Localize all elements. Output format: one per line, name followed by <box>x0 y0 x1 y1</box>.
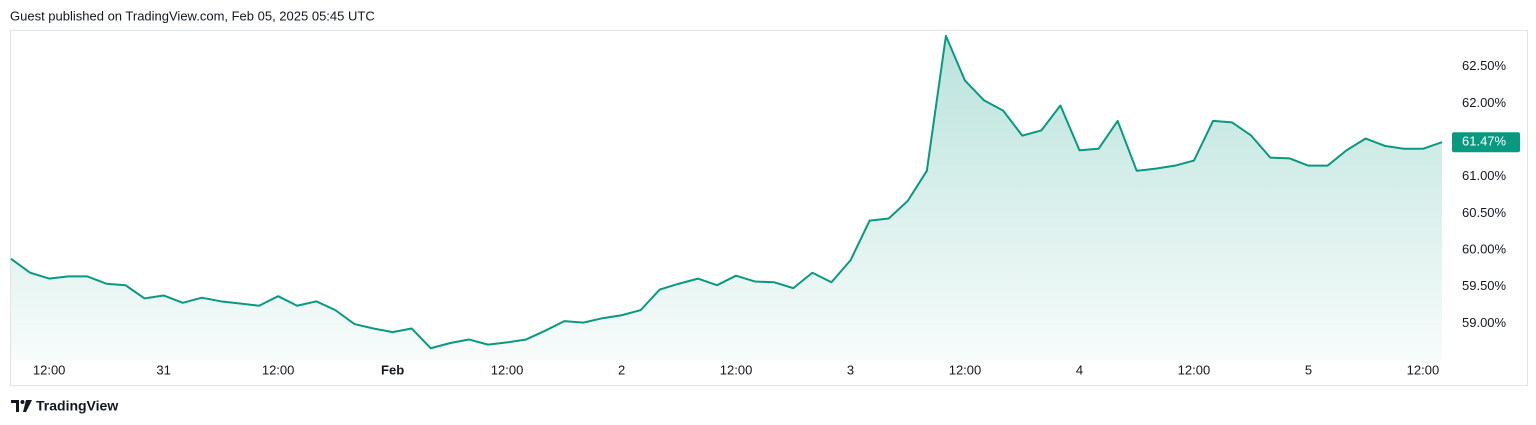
x-tick-label: Feb <box>381 362 404 377</box>
x-tick-label: 12:00 <box>720 362 753 377</box>
x-tick-label: 31 <box>156 362 170 377</box>
last-price-label: 61.47% <box>1462 134 1507 149</box>
y-tick-label: 62.00% <box>1462 95 1507 110</box>
x-tick-label: 3 <box>847 362 854 377</box>
area-fill <box>11 35 1442 361</box>
plot-frame <box>10 30 1528 386</box>
price-line <box>10 34 1443 350</box>
x-tick-label: 12:00 <box>949 362 982 377</box>
x-tick-label: 12:00 <box>491 362 524 377</box>
x-tick-label: 5 <box>1305 362 1312 377</box>
brand: TradingView <box>36 398 118 414</box>
y-tick-label: 61.00% <box>1462 168 1507 183</box>
y-tick-label: 60.00% <box>1462 241 1507 256</box>
y-tick-label: 59.50% <box>1462 278 1507 293</box>
header-text: Guest published on TradingView.com, Feb … <box>10 8 375 23</box>
logo <box>11 400 32 412</box>
y-tick-label: 59.00% <box>1462 315 1507 330</box>
y-tick-label: 60.50% <box>1462 205 1507 220</box>
last-price-tag <box>1452 132 1520 153</box>
x-tick-label: 4 <box>1076 362 1083 377</box>
y-tick-label: 62.50% <box>1462 58 1507 73</box>
x-tick-label: 2 <box>618 362 625 377</box>
x-tick-label: 12:00 <box>1407 362 1440 377</box>
x-tick-label: 12:00 <box>1178 362 1211 377</box>
x-tick-label: 12:00 <box>262 362 295 377</box>
x-tick-label: 12:00 <box>33 362 66 377</box>
